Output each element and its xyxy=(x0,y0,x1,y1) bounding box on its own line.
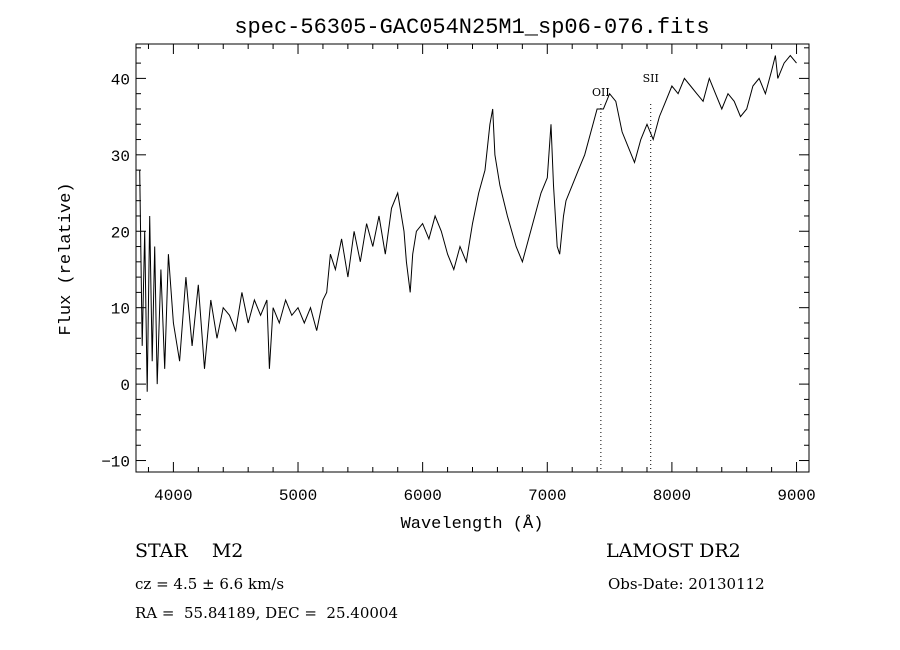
plot-frame xyxy=(135,43,810,473)
y-tick-label: 30 xyxy=(111,148,130,166)
y-axis-label: Flux (relative) xyxy=(57,182,76,335)
y-tick-label: 20 xyxy=(111,224,130,242)
x-tick-label: 6000 xyxy=(403,487,441,505)
redshift-label: cz = 4.5 ± 6.6 km/s xyxy=(135,575,285,593)
line-marker-label: SII xyxy=(643,72,659,85)
axis-ticks: 4000 5000 6000 7000 8000 9000 −10 0 10 20 30 40 xyxy=(101,44,816,505)
x-tick-label: 7000 xyxy=(528,487,566,505)
y-tick-label: 10 xyxy=(111,301,130,319)
x-tick-label: 9000 xyxy=(777,487,815,505)
y-tick-label: 40 xyxy=(111,71,130,89)
x-tick-label: 8000 xyxy=(653,487,691,505)
survey-label: LAMOST DR2 xyxy=(606,540,741,562)
x-tick-label: 4000 xyxy=(154,487,192,505)
y-tick-label: 0 xyxy=(120,377,130,395)
line-marker-label: OII xyxy=(592,86,610,99)
x-tick-label: 5000 xyxy=(279,487,317,505)
chart-title: spec-56305-GAC054N25M1_sp06-076.fits xyxy=(234,15,709,40)
x-axis-label: Wavelength (Å) xyxy=(401,515,544,534)
y-tick-label: −10 xyxy=(101,454,130,472)
class-label: STAR M2 xyxy=(135,540,244,562)
obs-date-label: Obs-Date: 20130112 xyxy=(608,575,765,593)
line-markers: OII SII xyxy=(592,72,659,472)
spectrum-line xyxy=(139,54,797,392)
coordinates-label: RA = 55.84189, DEC = 25.40004 xyxy=(135,604,399,622)
